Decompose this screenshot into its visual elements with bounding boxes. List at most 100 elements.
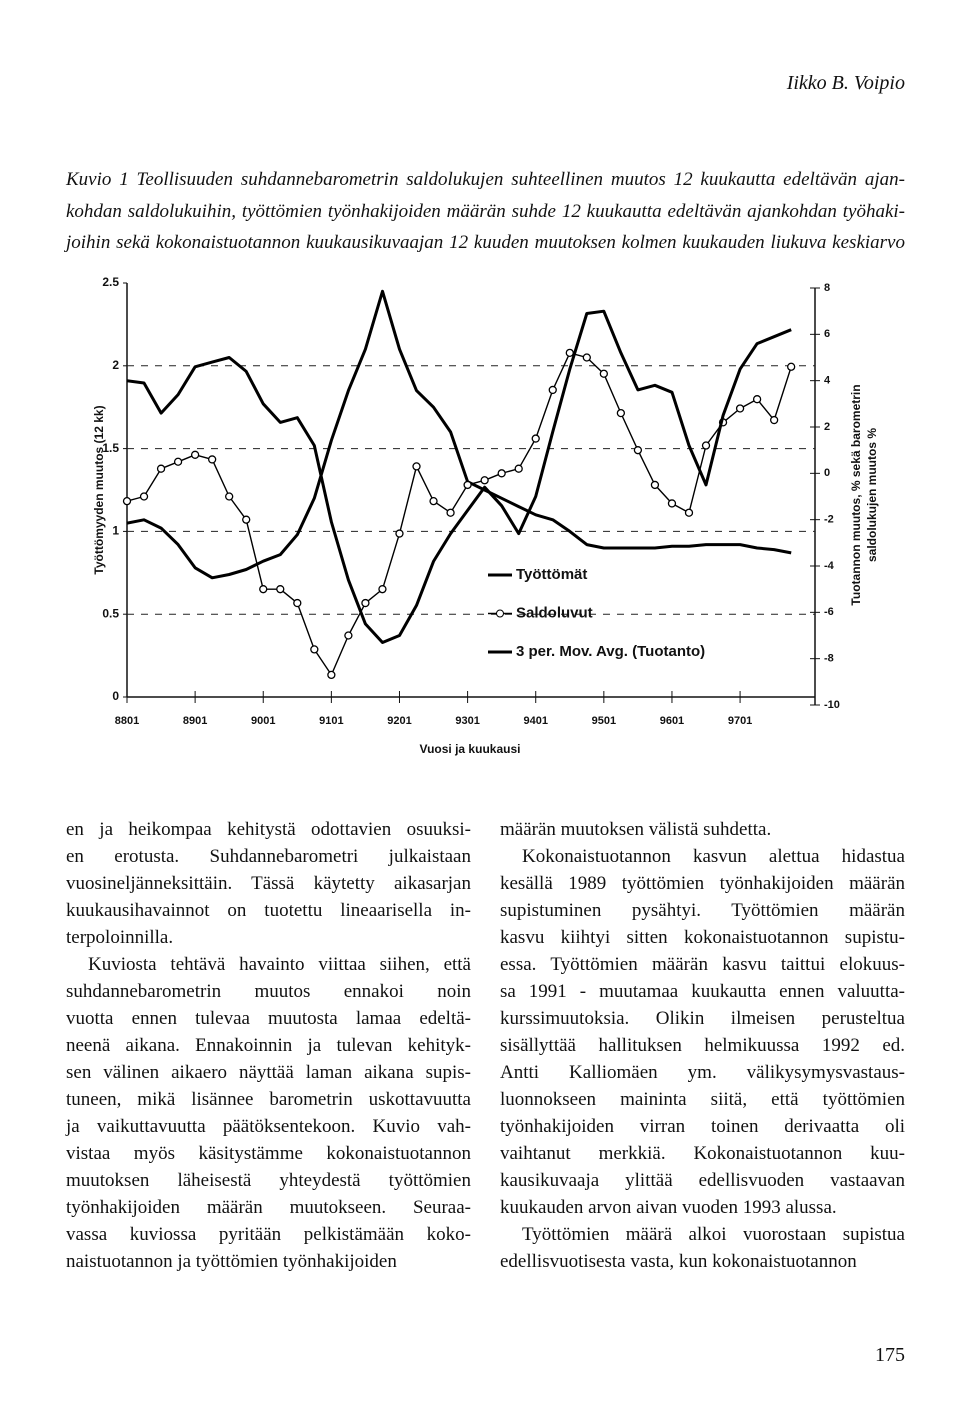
text-line: Kokonaistuotannon kasvun alettua hidastu…: [522, 846, 905, 867]
legend-label: Saldoluvut: [516, 604, 593, 621]
text-line: kesällä 1989 työttömien työnhakijoiden m…: [500, 873, 905, 894]
text-line: määrän muutoksen välistä suhdetta.: [500, 819, 772, 840]
data-point: [395, 529, 404, 538]
data-point: [156, 464, 166, 473]
series-line: [126, 352, 792, 676]
chart: Vuosi ja kuukausi Työttömyyden muutos (1…: [92, 275, 879, 756]
paragraph: en ja heikompaa kehitystä odottavien osu…: [66, 816, 471, 951]
text-line: neenä aikana. Ennakoinnin ja tulevan keh…: [66, 1035, 471, 1056]
data-point: [276, 585, 285, 594]
text-line: en erotusta. Suhdannebarometri julkaista…: [66, 846, 471, 867]
x-tick-label: 9401: [523, 715, 547, 727]
data-point: [787, 362, 796, 371]
data-point: [480, 476, 489, 485]
data-point: [242, 515, 251, 524]
x-tick-label: 9201: [387, 715, 411, 727]
data-point: [565, 348, 574, 358]
caption-line: Kuvio 1 Teollisuuden suhdannebarometrin …: [66, 169, 905, 190]
text-line: vaihtanut merkkiä. Kokonaistuotannon kuu…: [500, 1143, 905, 1164]
data-point: [139, 492, 149, 501]
caption-line: joihin sekä kokonaistuotannon kuukausiku…: [66, 232, 905, 253]
text-line: tuneen, mikä lisännee barometrin uskotta…: [66, 1089, 471, 1110]
data-point: [667, 499, 677, 508]
paragraph: määrän muutoksen välistä suhdetta.: [500, 816, 905, 843]
text-line: essa. Työttömien määrän kasvu taittui el…: [500, 954, 905, 975]
data-point: [548, 385, 557, 395]
text-line: vuosineljänneksittäin. Tässä käytetty ai…: [66, 873, 471, 894]
y2-tick-label: -2: [824, 514, 834, 526]
text-line: sen välinen aikaero näyttää laman aikana…: [66, 1062, 471, 1083]
data-point: [650, 480, 660, 490]
y-tick-label: 1.5: [102, 441, 119, 455]
text-line: kasvu kiihtyi sitten kokonaistuotannon s…: [500, 927, 905, 948]
data-point: [497, 469, 506, 478]
x-axis-title: Vuosi ja kuukausi: [420, 742, 521, 756]
data-point: [122, 496, 132, 506]
y-tick-label: 0: [112, 689, 119, 703]
x-tick-label: 9601: [660, 715, 684, 727]
caption-line: kohdan saldolukuihin, työttömien työnhak…: [66, 200, 905, 222]
data-point: [582, 353, 591, 362]
x-tick-label: 9701: [728, 715, 752, 727]
text-line: sisällyttää hallituksen helmikuussa 1992…: [500, 1035, 905, 1056]
legend-label: 3 per. Mov. Avg. (Tuotanto): [516, 643, 705, 660]
text-line: en ja heikompaa kehitystä odottavien osu…: [66, 819, 471, 840]
data-point: [310, 645, 319, 654]
page-number: 175: [875, 1344, 905, 1366]
y-tick-label: 2: [112, 358, 119, 372]
text-line: luonnokseen maininta siitä, että työttöm…: [500, 1089, 905, 1110]
data-point: [225, 492, 234, 501]
y2-tick-label: 2: [824, 421, 830, 433]
data-point: [531, 434, 540, 443]
y2-axis-title: saldolukujen muutos %: [865, 428, 879, 562]
legend-label: Työttömät: [516, 566, 587, 583]
data-point: [752, 395, 762, 404]
y2-tick-label: 6: [824, 328, 830, 340]
y-tick-label: 1: [112, 524, 119, 538]
text-line: Antti Kalliomäen ym. välikysymysvastaus-: [500, 1062, 905, 1083]
text-line: Työttömien määrä alkoi vuorostaan supist…: [522, 1224, 905, 1245]
x-tick-label: 8801: [115, 715, 139, 727]
text-line: naistuotannon ja työttömien työnhakijoid…: [66, 1251, 397, 1272]
data-point: [344, 631, 353, 640]
data-point: [735, 404, 745, 413]
paragraph: Kuviosta tehtävä havainto viittaa siihen…: [66, 951, 471, 1275]
text-line: edellisvuotisesta vasta, kun kokonaistuo…: [500, 1251, 857, 1272]
text-line: ja vaikuttavuutta päätöksentekoon. Kuvio…: [66, 1116, 471, 1137]
x-tick-label: 9001: [251, 715, 275, 727]
x-tick-label: 8901: [183, 715, 207, 727]
data-point: [599, 369, 608, 378]
data-point: [327, 670, 336, 680]
text-column: määrän muutoksen välistä suhdetta. Kokona…: [500, 816, 905, 1275]
text-line: terpoloinnilla.: [66, 927, 174, 948]
text-line: kuukausihavainnot on tuotettu lineaarise…: [66, 900, 471, 921]
data-point: [190, 450, 200, 459]
y2-tick-label: 4: [824, 375, 831, 387]
y2-axis-title: Tuotannon muutos, % sekä barometrin: [849, 384, 863, 605]
y2-tick-label: 8: [824, 282, 830, 294]
text-column: en ja heikompaa kehitystä odottavien osu…: [66, 816, 471, 1275]
text-line: vistaa myös käsitystämme kokonaistuotann…: [66, 1143, 471, 1164]
legend-swatch: [496, 609, 504, 618]
paragraph: Kokonaistuotannon kasvun alettua hidastu…: [500, 843, 905, 1221]
text-line: suhdannebarometrin muutos ennakoi noin: [66, 981, 471, 1002]
y2-tick-label: 0: [824, 467, 830, 479]
text-line: kuukauden arvon aivan vuoden 1993 alussa…: [500, 1197, 837, 1218]
data-point: [259, 585, 268, 594]
text-line: supistuminen pysähtyi. Työttömien määrän: [500, 900, 905, 921]
data-point: [429, 496, 438, 506]
data-point: [361, 598, 370, 608]
text-line: sa 1991 - muutamaa kuukautta ennen valuu…: [500, 981, 905, 1002]
text-line: kurssimuutoksia. Olikin ilmeisen peruste…: [500, 1008, 905, 1029]
data-point: [769, 415, 779, 425]
series-line: [126, 309, 792, 644]
data-point: [684, 508, 694, 517]
data-point: [701, 441, 711, 450]
paragraph: Työttömien määrä alkoi vuorostaan supist…: [500, 1221, 905, 1275]
y2-tick-label: -8: [824, 653, 834, 665]
text-line: muutoksen läheisestä yhteydestä työttömi…: [66, 1170, 471, 1191]
text-line: kausikuvaaja ylittää edellisvuoden vasta…: [500, 1170, 905, 1191]
data-point: [633, 446, 643, 455]
y2-tick-label: -10: [824, 699, 840, 711]
